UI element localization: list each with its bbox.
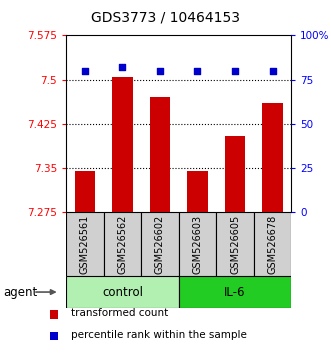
Bar	[112, 77, 133, 212]
Text: transformed count: transformed count	[71, 308, 168, 318]
Bar	[187, 171, 208, 212]
Bar	[66, 212, 104, 276]
Text: control: control	[102, 286, 143, 298]
Bar	[262, 103, 283, 212]
Bar	[150, 97, 170, 212]
Point	[232, 68, 238, 74]
Point	[157, 68, 163, 74]
Text: agent: agent	[3, 286, 37, 298]
Bar	[225, 136, 245, 212]
Text: GSM526602: GSM526602	[155, 215, 165, 274]
Bar	[104, 212, 141, 276]
Bar	[141, 212, 179, 276]
Point	[270, 68, 275, 74]
Point	[82, 68, 88, 74]
Bar	[179, 212, 216, 276]
Bar	[179, 276, 291, 308]
Text: GSM526678: GSM526678	[267, 215, 277, 274]
Text: percentile rank within the sample: percentile rank within the sample	[71, 330, 247, 339]
Bar	[216, 212, 254, 276]
Bar	[66, 276, 179, 308]
Text: GSM526562: GSM526562	[118, 215, 127, 274]
Point	[120, 64, 125, 70]
Text: GSM526561: GSM526561	[80, 215, 90, 274]
Text: GDS3773 / 10464153: GDS3773 / 10464153	[91, 11, 240, 25]
Text: GSM526603: GSM526603	[193, 215, 203, 274]
Bar	[75, 171, 95, 212]
Text: IL-6: IL-6	[224, 286, 246, 298]
Point	[195, 68, 200, 74]
Text: GSM526605: GSM526605	[230, 215, 240, 274]
Bar	[254, 212, 291, 276]
